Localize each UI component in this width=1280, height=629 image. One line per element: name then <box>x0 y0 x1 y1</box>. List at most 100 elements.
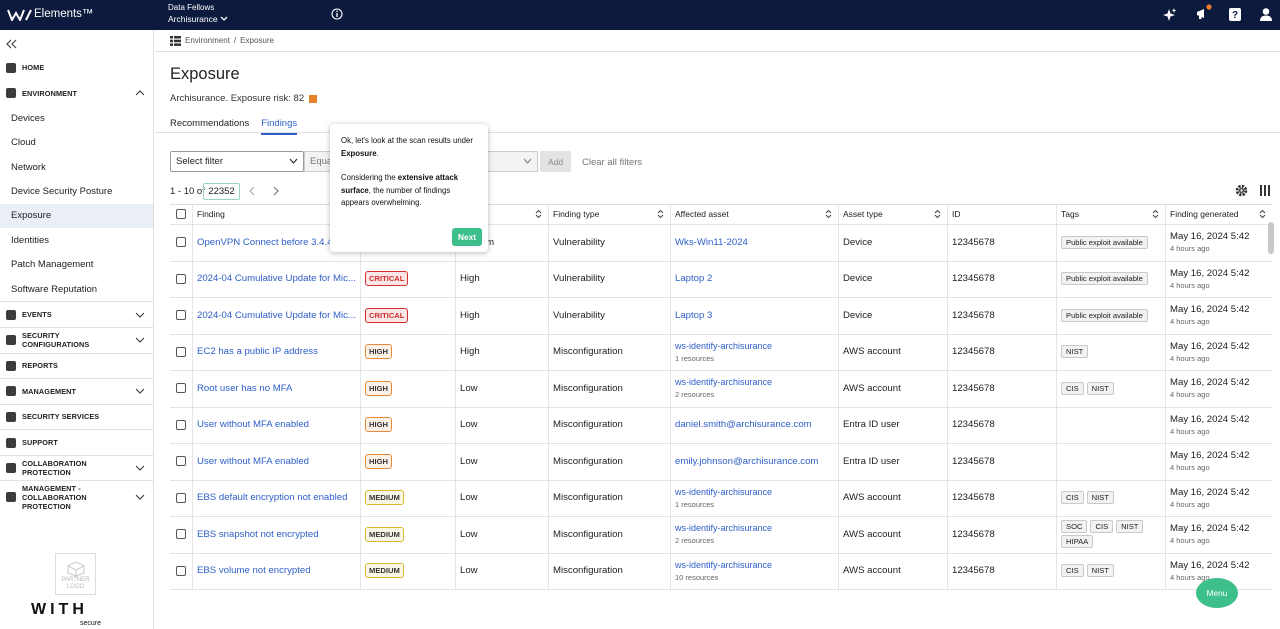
nav-page[interactable]: Device Security Posture <box>11 186 113 198</box>
asset-sub: 10 resources <box>675 572 719 582</box>
sort-icon[interactable] <box>934 209 941 219</box>
clear-filters[interactable]: Clear all filters <box>582 157 643 168</box>
checkbox[interactable] <box>176 209 186 220</box>
asset-link[interactable]: ws-identify-archisurance <box>675 377 773 388</box>
tab[interactable]: Recommendations <box>170 118 250 129</box>
tenant-switch[interactable]: Archisurance <box>168 14 228 24</box>
tag-chip: Public exploit available <box>1061 272 1148 286</box>
id-cell: 12345678 <box>947 480 1056 517</box>
breadcrumb-item[interactable]: Environment <box>185 36 230 45</box>
nav-page[interactable]: Devices <box>11 112 45 124</box>
nav-page[interactable]: Identities <box>11 234 50 246</box>
filter-select[interactable]: Select filter <box>170 151 304 172</box>
finding-link[interactable]: OpenVPN Connect before 3.4.4 <box>197 236 333 248</box>
breadcrumb-icon <box>170 36 181 46</box>
help-icon[interactable]: ? <box>1228 7 1242 22</box>
finding-link[interactable]: 2024-04 Cumulative Update for Mic... <box>197 273 356 285</box>
asset-type: AWS account <box>843 492 901 504</box>
asset-link[interactable]: Wks-Win11-2024 <box>675 236 748 248</box>
asset-id: 12345678 <box>952 528 995 540</box>
breadcrumb-item[interactable]: Exposure <box>240 36 274 45</box>
checkbox[interactable] <box>176 492 186 503</box>
nav-section[interactable]: SECURITY SERVICES <box>0 403 153 430</box>
asset-link[interactable]: emily.johnson@archisurance.com <box>675 455 819 467</box>
next-page[interactable] <box>272 186 280 196</box>
nav-page[interactable]: Cloud <box>11 137 36 149</box>
finding-link[interactable]: EBS volume not encrypted <box>197 565 311 577</box>
checkbox[interactable] <box>176 419 186 430</box>
asset-cell: ws-identify-archisurance 2 resources <box>670 370 838 407</box>
sort-icon[interactable] <box>1259 209 1266 219</box>
prev-page[interactable] <box>248 186 256 196</box>
finding-link[interactable]: 2024-04 Cumulative Update for Mic... <box>197 309 356 321</box>
checkbox[interactable] <box>176 565 186 576</box>
asset-link[interactable]: ws-identify-archisurance <box>675 340 773 351</box>
nav-page[interactable]: Network <box>11 161 46 173</box>
sort-icon[interactable] <box>657 209 664 219</box>
asset-type-cell: Device <box>838 224 947 261</box>
nav-section[interactable]: ENVIRONMENT <box>0 81 153 107</box>
type-cell: Vulnerability <box>548 261 670 298</box>
sort-icon[interactable] <box>825 209 832 219</box>
finding-link[interactable]: EBS default encryption not enabled <box>197 492 348 504</box>
asset-link[interactable]: ws-identify-archisurance <box>675 559 773 570</box>
nav-page[interactable]: Exposure <box>0 203 153 229</box>
sort-icon[interactable] <box>1152 209 1159 219</box>
nav-section[interactable]: SUPPORT <box>0 429 153 455</box>
nav-section[interactable]: COLLABORATION PROTECTION <box>0 454 153 481</box>
org-name: Data Fellows <box>168 3 215 12</box>
finding-type: Misconfiguration <box>553 455 623 467</box>
tag-chip: Public exploit available <box>1061 235 1148 249</box>
asset-link[interactable]: daniel.smith@archisurance.com <box>675 419 812 431</box>
sort-icon[interactable] <box>535 209 542 219</box>
nav-page[interactable]: Patch Management <box>11 259 94 271</box>
announcements-icon[interactable] <box>1195 4 1213 22</box>
nav-section[interactable]: MANAGEMENT - COLLABORATION PROTECTION <box>0 480 153 513</box>
checkbox[interactable] <box>176 237 186 248</box>
checkbox[interactable] <box>176 310 186 321</box>
page-title: Exposure <box>170 65 240 83</box>
asset-type-cell: AWS account <box>838 334 947 371</box>
tooltip-text: extensive attack surface <box>341 173 459 195</box>
asset-link[interactable]: ws-identify-archisurance <box>675 486 773 497</box>
checkbox[interactable] <box>176 346 186 357</box>
finding-link[interactable]: EBS snapshot not encrypted <box>197 528 319 540</box>
filter-chevron <box>289 158 298 164</box>
columns-icon[interactable] <box>1259 185 1271 196</box>
ai-icon[interactable] <box>1163 8 1177 22</box>
nav-page[interactable]: Software Reputation <box>11 283 98 295</box>
asset-link[interactable]: Laptop 3 <box>675 309 713 321</box>
risk-text: Low <box>460 382 478 394</box>
collapse-button[interactable] <box>6 39 18 49</box>
nav-section[interactable]: HOME <box>0 55 153 81</box>
settings-icon[interactable] <box>1235 184 1248 197</box>
nav-section[interactable]: REPORTS <box>0 352 153 379</box>
info-icon[interactable] <box>331 8 343 20</box>
asset-link[interactable]: ws-identify-archisurance <box>675 523 773 534</box>
nav-section[interactable]: SECURITY CONFIGURATIONS <box>0 326 153 353</box>
checkbox[interactable] <box>176 529 186 540</box>
checkbox[interactable] <box>176 456 186 467</box>
tab[interactable]: Findings <box>261 118 298 135</box>
add-button[interactable]: Add <box>540 151 571 172</box>
user-icon[interactable] <box>1259 7 1273 22</box>
menu-button[interactable]: Menu <box>1196 578 1238 608</box>
nav-section[interactable]: MANAGEMENT <box>0 378 153 404</box>
tag-chip: CIS <box>1061 564 1084 578</box>
column-rule <box>192 204 193 589</box>
finding-link[interactable]: User without MFA enabled <box>197 455 309 467</box>
severity-cell: MEDIUM <box>360 516 455 553</box>
finding-cell: User without MFA enabled <box>192 407 360 444</box>
finding-link[interactable]: Root user has no MFA <box>197 382 293 394</box>
finding-cell: Root user has no MFA <box>192 370 360 407</box>
tooltip-next[interactable]: Next <box>452 228 482 246</box>
severity-badge: HIGH <box>365 417 392 433</box>
finding-link[interactable]: User without MFA enabled <box>197 419 309 431</box>
asset-link[interactable]: Laptop 2 <box>675 273 713 285</box>
tooltip-text: , the number of findings appears overwhe… <box>341 185 451 208</box>
nav-section[interactable]: EVENTS <box>0 301 153 327</box>
checkbox[interactable] <box>176 273 186 284</box>
finding-link[interactable]: EC2 has a public IP address <box>197 346 318 358</box>
tooltip-text: Ok, let's look at the scan results under <box>341 136 473 145</box>
checkbox[interactable] <box>176 383 186 394</box>
